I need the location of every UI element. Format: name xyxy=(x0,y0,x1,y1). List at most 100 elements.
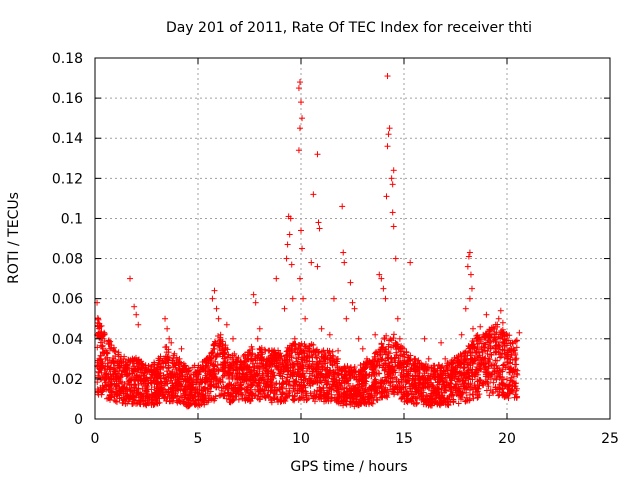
data-point xyxy=(298,227,304,234)
data-point xyxy=(144,391,151,398)
data-point xyxy=(381,336,388,343)
data-point xyxy=(247,377,254,384)
data-point xyxy=(495,392,502,399)
y-tick-label: 0 xyxy=(74,412,83,428)
data-point xyxy=(222,342,229,349)
data-point xyxy=(256,325,263,332)
data-point xyxy=(223,395,230,402)
data-point xyxy=(330,295,337,302)
data-point xyxy=(220,351,227,358)
data-point xyxy=(188,376,195,383)
data-point xyxy=(150,401,157,408)
data-point xyxy=(165,388,172,395)
y-tick-label: 0.04 xyxy=(52,332,83,348)
data-point xyxy=(98,342,105,349)
data-point xyxy=(246,398,253,405)
data-point xyxy=(310,191,317,198)
data-point xyxy=(201,386,208,393)
data-point xyxy=(217,392,224,399)
data-point xyxy=(215,367,222,374)
data-point xyxy=(219,379,226,386)
data-point xyxy=(343,315,350,322)
data-point xyxy=(205,359,212,366)
data-point xyxy=(95,330,102,337)
data-point xyxy=(112,398,119,405)
data-point xyxy=(211,382,218,389)
data-point xyxy=(123,361,130,368)
data-point xyxy=(256,382,263,389)
data-point xyxy=(385,131,392,138)
data-point xyxy=(308,259,315,266)
data-point xyxy=(217,340,224,347)
data-point xyxy=(458,331,465,338)
x-tick-label: 0 xyxy=(91,431,100,447)
data-point xyxy=(244,387,251,394)
data-point xyxy=(176,361,183,368)
data-point xyxy=(95,391,102,398)
data-point xyxy=(124,371,131,378)
data-point xyxy=(115,353,122,360)
data-point xyxy=(133,311,140,318)
data-point xyxy=(133,385,140,392)
y-tick-label: 0.12 xyxy=(52,171,83,187)
y-tick-label: 0.16 xyxy=(52,91,83,107)
data-point xyxy=(228,382,235,389)
data-point xyxy=(207,377,214,384)
data-point xyxy=(248,390,255,397)
data-point xyxy=(162,315,169,322)
data-point xyxy=(421,335,428,342)
data-point xyxy=(223,321,230,328)
y-tick-label: 0.02 xyxy=(52,372,83,388)
data-point xyxy=(143,375,150,382)
data-point xyxy=(166,398,173,405)
data-point xyxy=(239,395,246,402)
data-point xyxy=(185,367,192,374)
y-tick-label: 0.08 xyxy=(52,252,83,268)
data-point xyxy=(102,379,109,386)
data-point xyxy=(150,401,157,408)
data-point xyxy=(179,365,186,372)
data-point xyxy=(384,143,391,150)
data-point xyxy=(163,368,170,375)
data-point xyxy=(131,399,138,406)
data-point xyxy=(211,287,218,294)
data-point xyxy=(165,346,172,353)
data-point xyxy=(229,396,236,403)
data-point xyxy=(115,375,122,382)
data-point xyxy=(148,386,155,393)
data-point xyxy=(314,151,321,158)
data-point xyxy=(164,394,171,401)
data-point xyxy=(170,373,177,380)
data-point xyxy=(250,291,257,298)
data-point xyxy=(392,255,399,262)
data-point xyxy=(127,387,134,394)
data-point xyxy=(179,394,186,401)
data-point xyxy=(288,261,295,268)
data-point xyxy=(134,389,141,396)
data-point xyxy=(464,263,471,270)
data-point xyxy=(220,372,227,379)
data-point xyxy=(237,364,244,371)
data-point xyxy=(227,364,234,371)
data-point xyxy=(192,391,199,398)
data-point xyxy=(113,358,120,365)
data-point xyxy=(135,394,142,401)
data-point xyxy=(144,383,151,390)
data-point xyxy=(101,367,108,374)
data-point xyxy=(172,392,179,399)
data-point xyxy=(106,345,113,352)
data-point xyxy=(109,370,116,377)
data-point xyxy=(212,352,219,359)
data-point xyxy=(164,325,171,332)
data-point xyxy=(123,386,130,393)
y-axis-label: ROTI / TECUs xyxy=(6,192,22,284)
data-point xyxy=(153,364,160,371)
data-point xyxy=(247,386,254,393)
data-point xyxy=(221,368,228,375)
data-point xyxy=(103,374,110,381)
data-point xyxy=(103,386,110,393)
data-point xyxy=(208,383,215,390)
data-point xyxy=(144,368,151,375)
data-point xyxy=(255,381,262,388)
data-point xyxy=(254,335,261,342)
